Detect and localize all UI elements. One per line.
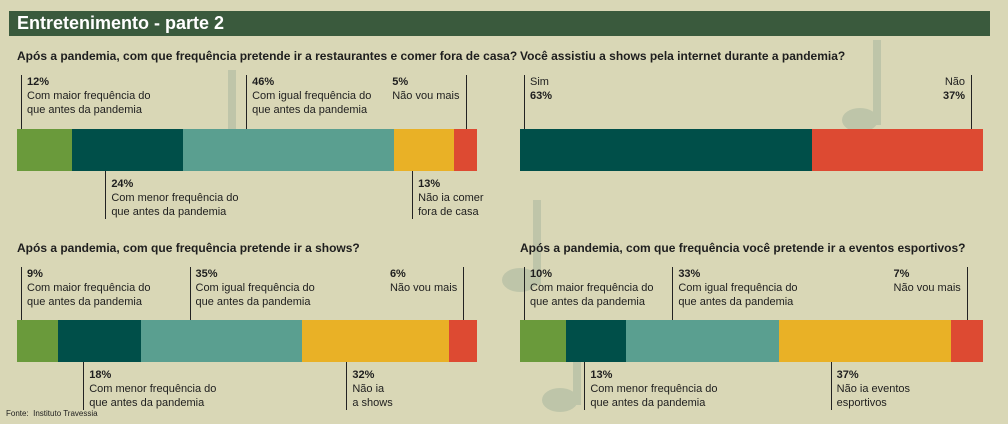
value-label: Sim 63% <box>530 75 552 103</box>
category: Com menor frequência do que antes da pan… <box>89 383 217 409</box>
bar-segment <box>141 320 303 362</box>
value-label: 10% Com maior frequência do que antes da … <box>530 267 654 309</box>
percent: 24% <box>111 178 134 190</box>
bar-segment <box>182 129 395 171</box>
bar-segment <box>72 129 183 171</box>
leader-line <box>83 362 85 410</box>
leader-line <box>524 75 525 129</box>
percent: 33% <box>678 268 701 280</box>
bar-segment <box>626 320 780 362</box>
bar-segment <box>520 320 567 362</box>
bar-segment <box>58 320 142 362</box>
bar-segment <box>454 129 477 171</box>
value-label: 24% Com menor frequência do que antes da … <box>111 177 238 219</box>
bar-segment <box>449 320 477 362</box>
leader-line <box>246 75 248 129</box>
chart-title: Após a pandemia, com que frequência pret… <box>17 49 518 63</box>
bar-segment <box>17 320 59 362</box>
value-label: 6% Não vou mais <box>390 267 457 295</box>
value-label: 5% Não vou mais <box>392 75 459 103</box>
bar-segment <box>520 129 812 171</box>
category: Com igual frequência do que antes da pan… <box>252 90 372 116</box>
leader-line <box>463 267 465 320</box>
chart-title: Você assistiu a shows pela internet dura… <box>520 49 846 63</box>
percent: 35% <box>195 268 218 280</box>
bar-segment <box>302 320 450 362</box>
category: Com igual frequência do que antes da pan… <box>678 282 798 308</box>
percent: 63% <box>530 90 553 102</box>
value-label: 9% Com maior frequência do que antes da p… <box>27 267 151 309</box>
percent: 13% <box>590 369 613 381</box>
percent: 46% <box>252 76 275 88</box>
category: Com maior frequência do que antes da pan… <box>27 90 151 116</box>
leader-line <box>971 75 972 129</box>
bar-segment <box>17 129 73 171</box>
value-label: 33% Com igual frequência do que antes da … <box>678 267 797 309</box>
value-label: 12% Com maior frequência do que antes da … <box>27 75 151 117</box>
leader-line <box>346 362 348 410</box>
value-label: Não 37% <box>943 75 965 103</box>
category: Com igual frequência do que antes da pan… <box>195 282 315 308</box>
category: Não ia a shows <box>352 383 393 409</box>
category: Não ia eventos esportivos <box>836 383 911 409</box>
percent: 9% <box>27 268 43 280</box>
category: Com menor frequência do que antes da pan… <box>111 192 239 218</box>
category: Com maior frequência do que antes da pan… <box>27 282 151 308</box>
bar-segment <box>394 129 454 171</box>
bar-segment <box>950 320 983 362</box>
category: Não ia comer fora de casa <box>418 192 484 218</box>
leader-line <box>966 267 968 320</box>
category: Com maior frequência do que antes da pan… <box>530 282 654 308</box>
leader-line <box>465 75 467 129</box>
category: Não vou mais <box>893 282 961 294</box>
percent: 6% <box>389 268 406 280</box>
chart-title: Após a pandemia, com que frequência você… <box>520 241 966 255</box>
percent: 7% <box>893 268 910 280</box>
percent: 13% <box>418 178 441 190</box>
bar-segment <box>779 320 951 362</box>
value-label: 37% Não ia eventos esportivos <box>837 368 910 410</box>
title-bar <box>9 11 990 36</box>
leader-line <box>672 267 674 320</box>
category: Não <box>944 76 965 88</box>
percent: 18% <box>89 369 112 381</box>
leader-line <box>21 267 22 320</box>
category: Não vou mais <box>389 282 458 294</box>
chart-title: Após a pandemia, com que frequência pret… <box>17 241 360 255</box>
percent: 37% <box>942 90 965 102</box>
value-label: 7% Não vou mais <box>894 267 961 295</box>
value-label: 32% Não ia a shows <box>352 368 392 410</box>
leader-line <box>584 362 586 410</box>
category: Sim <box>530 76 549 88</box>
value-label: 35% Com igual frequência do que antes da … <box>196 267 315 309</box>
category: Com menor frequência do que antes da pan… <box>590 383 718 409</box>
leader-line <box>524 267 525 320</box>
leader-line <box>830 362 832 410</box>
source: Fonte: Instituto Travessia <box>6 409 98 418</box>
value-label: 13% Com menor frequência do que antes da … <box>590 368 717 410</box>
category: Não vou mais <box>392 90 460 102</box>
bar-segment <box>566 320 627 362</box>
page-title: Entretenimento - parte 2 <box>17 13 225 33</box>
percent: 10% <box>530 268 553 280</box>
leader-line <box>21 75 22 129</box>
leader-line <box>412 171 414 219</box>
percent: 32% <box>352 369 375 381</box>
percent: 12% <box>27 76 50 88</box>
value-label: 13% Não ia comer fora de casa <box>418 177 483 219</box>
value-label: 46% Com igual frequência do que antes da … <box>252 75 371 117</box>
leader-line <box>105 171 107 219</box>
value-label: 18% Com menor frequência do que antes da … <box>89 368 216 410</box>
leader-line <box>189 267 191 320</box>
percent: 5% <box>392 76 409 88</box>
bar-segment <box>811 129 983 171</box>
percent: 37% <box>836 369 859 381</box>
